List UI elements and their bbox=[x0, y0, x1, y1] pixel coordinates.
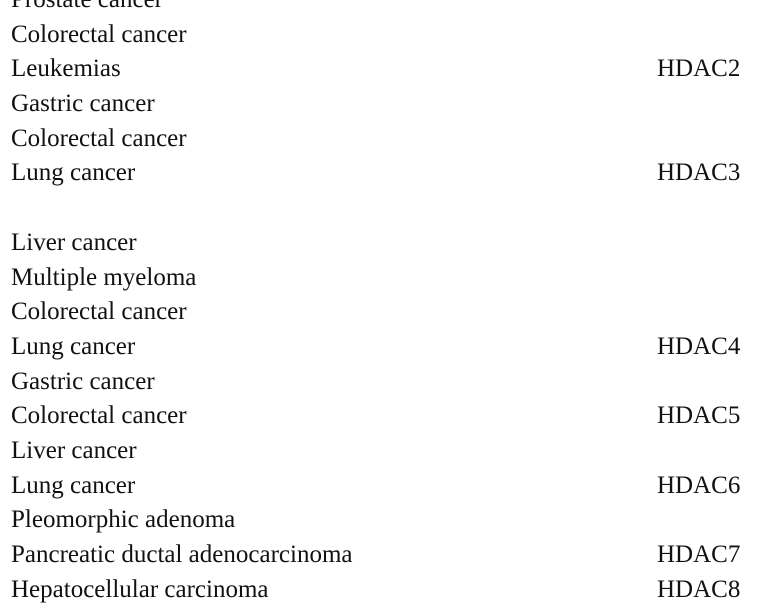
hdac-cell: HDAC5 bbox=[657, 402, 741, 430]
cancer-type-cell: Colorectal cancer bbox=[11, 298, 187, 326]
cancer-type-cell: Pancreatic ductal adenocarcinoma bbox=[11, 541, 353, 568]
cancer-type-cell: Liver cancer bbox=[11, 228, 137, 256]
cancer-type-cell: Colorectal cancer bbox=[11, 20, 187, 48]
cancer-type-cell: Colorectal cancer bbox=[11, 124, 187, 152]
table-row: Lung cancer HDAC4 bbox=[11, 330, 761, 365]
hdac-cell: HDAC3 bbox=[657, 159, 741, 187]
table-row: Lung cancer HDAC3 bbox=[11, 156, 761, 191]
cancer-hdac-table: Prostate cancer Colorectal cancer Leukem… bbox=[11, 0, 761, 607]
hdac-cell: HDAC7 bbox=[657, 541, 741, 568]
cancer-type-cell: Gastric cancer bbox=[11, 367, 155, 395]
cancer-type-cell: Gastric cancer bbox=[11, 90, 155, 118]
table-row: Prostate cancer bbox=[11, 0, 761, 18]
hdac-cell: HDAC2 bbox=[657, 55, 741, 83]
cancer-type-cell: Prostate cancer bbox=[11, 0, 163, 18]
cancer-type-cell: Colorectal cancer bbox=[11, 402, 187, 430]
hdac-cell: HDAC4 bbox=[657, 332, 741, 360]
table-row: Pleomorphic adenoma bbox=[11, 503, 761, 538]
table-row: Colorectal cancer HDAC5 bbox=[11, 399, 761, 434]
table-row: Colorectal cancer bbox=[11, 18, 761, 53]
hdac-cell: HDAC8 bbox=[657, 575, 741, 603]
table-row: Gastric cancer bbox=[11, 87, 761, 122]
cancer-type-cell: Pleomorphic adenoma bbox=[11, 506, 236, 534]
table-row: Multiple myeloma bbox=[11, 261, 761, 296]
hdac-cell: HDAC6 bbox=[657, 471, 741, 499]
cancer-type-cell: Leukemias bbox=[11, 55, 121, 83]
table-row: Gastric cancer bbox=[11, 365, 761, 400]
cancer-type-cell: Lung cancer bbox=[11, 159, 136, 187]
table-row: Lung cancer HDAC6 bbox=[11, 469, 761, 504]
cancer-type-cell: Lung cancer bbox=[11, 332, 136, 360]
table-row: Liver cancer bbox=[11, 226, 761, 261]
table-row: Liver cancer bbox=[11, 434, 761, 469]
cancer-type-cell: Hepatocellular carcinoma bbox=[11, 575, 269, 603]
cancer-type-cell: Liver cancer bbox=[11, 436, 137, 464]
table-row: Colorectal cancer bbox=[11, 122, 761, 157]
cancer-type-cell: Lung cancer bbox=[11, 471, 136, 499]
table-row: Leukemias HDAC2 bbox=[11, 52, 761, 87]
table-row: Pancreatic ductal adenocarcinoma HDAC7 bbox=[11, 538, 761, 573]
table-row bbox=[11, 191, 761, 226]
table-row: Colorectal cancer bbox=[11, 295, 761, 330]
cancer-type-cell: Multiple myeloma bbox=[11, 263, 197, 291]
table-row: Hepatocellular carcinoma HDAC8 bbox=[11, 573, 761, 607]
